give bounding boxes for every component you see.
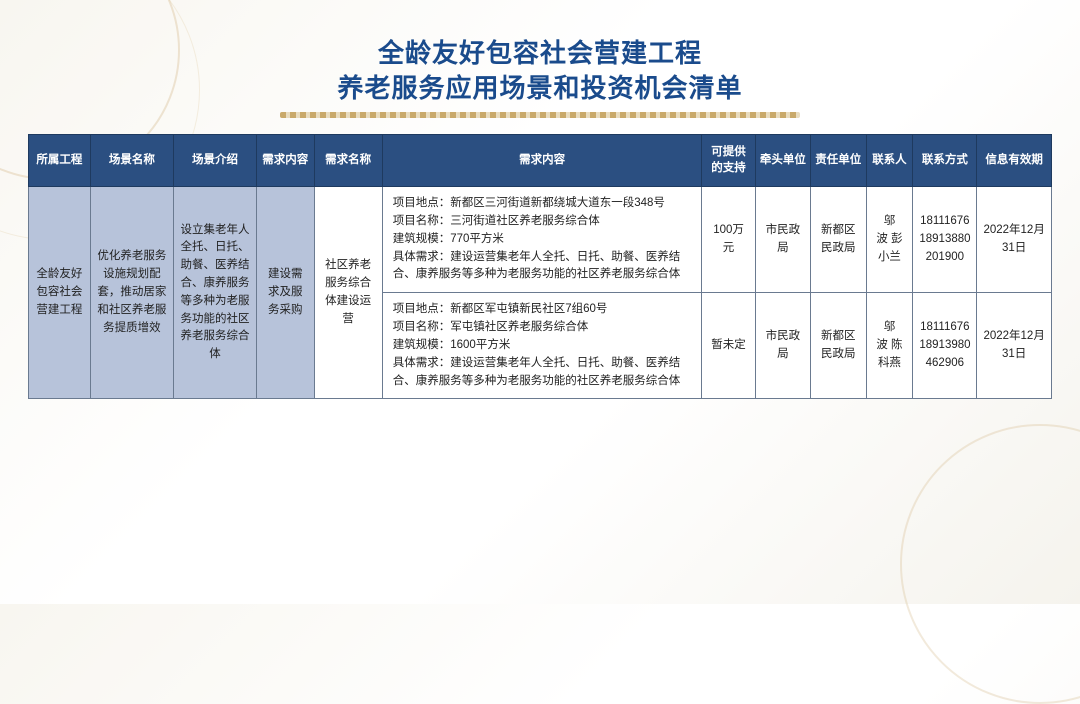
- detail-line: 具体需求：建设运营集老年人全托、日托、助餐、医养结合、康养服务等多种为老服务功能…: [393, 355, 692, 391]
- cell-lead-0: 市民政局: [755, 187, 810, 293]
- cell-detail-1: 项目地点：新都区军屯镇新民社区7组60号 项目名称：军屯镇社区养老服务综合体 建…: [382, 293, 702, 399]
- cell-resp-1: 新都区民政局: [811, 293, 866, 399]
- col-demand-short: 需求内容: [257, 135, 315, 187]
- detail-line: 建筑规模：1600平方米: [393, 337, 692, 355]
- col-contact-person: 联系人: [866, 135, 913, 187]
- col-project: 所属工程: [29, 135, 91, 187]
- col-scene-name: 场景名称: [90, 135, 173, 187]
- col-demand-name: 需求名称: [314, 135, 382, 187]
- cell-detail-0: 项目地点：新都区三河街道新都绕城大道东一段348号 项目名称：三河街道社区养老服…: [382, 187, 702, 293]
- cell-valid-0: 2022年12月31日: [977, 187, 1052, 293]
- title-line-1: 全龄友好包容社会营建工程: [0, 36, 1080, 71]
- cell-phone-1: 18111676 18913980 462906: [913, 293, 977, 399]
- title-block: 全龄友好包容社会营建工程 养老服务应用场景和投资机会清单: [0, 0, 1080, 118]
- col-scene-intro: 场景介绍: [173, 135, 256, 187]
- detail-line: 具体需求：建设运营集老年人全托、日托、助餐、医养结合、康养服务等多种为老服务功能…: [393, 249, 692, 285]
- cell-lead-1: 市民政局: [755, 293, 810, 399]
- cell-demand-short: 建设需求及服务采购: [257, 187, 315, 399]
- cell-resp-0: 新都区民政局: [811, 187, 866, 293]
- cell-support-0: 100万元: [702, 187, 755, 293]
- table-container: 所属工程 场景名称 场景介绍 需求内容 需求名称 需求内容 可提供的支持 牵头单…: [28, 134, 1052, 399]
- cell-valid-1: 2022年12月31日: [977, 293, 1052, 399]
- cell-scene-intro: 设立集老年人全托、日托、助餐、医养结合、康养服务等多种为老服务功能的社区养老服务…: [173, 187, 256, 399]
- detail-line: 项目地点：新都区军屯镇新民社区7组60号: [393, 301, 692, 319]
- table-row: 全龄友好包容社会营建工程 优化养老服务设施规划配套，推动居家和社区养老服务提质增…: [29, 187, 1052, 293]
- detail-line: 建筑规模：770平方米: [393, 231, 692, 249]
- detail-line: 项目地点：新都区三河街道新都绕城大道东一段348号: [393, 195, 692, 213]
- decor-ring-bottom-right: [900, 424, 1080, 704]
- investment-table: 所属工程 场景名称 场景介绍 需求内容 需求名称 需求内容 可提供的支持 牵头单…: [28, 134, 1052, 399]
- col-contact-phone: 联系方式: [913, 135, 977, 187]
- cell-phone-0: 18111676 18913880 201900: [913, 187, 977, 293]
- cell-scene-name: 优化养老服务设施规划配套，推动居家和社区养老服务提质增效: [90, 187, 173, 399]
- col-valid-until: 信息有效期: [977, 135, 1052, 187]
- title-line-2: 养老服务应用场景和投资机会清单: [0, 71, 1080, 106]
- detail-line: 项目名称：三河街道社区养老服务综合体: [393, 213, 692, 231]
- col-demand-detail: 需求内容: [382, 135, 702, 187]
- col-resp-unit: 责任单位: [811, 135, 866, 187]
- cell-demand-name: 社区养老服务综合体建设运营: [314, 187, 382, 399]
- col-support: 可提供的支持: [702, 135, 755, 187]
- cell-project: 全龄友好包容社会营建工程: [29, 187, 91, 399]
- table-header-row: 所属工程 场景名称 场景介绍 需求内容 需求名称 需求内容 可提供的支持 牵头单…: [29, 135, 1052, 187]
- detail-line: 项目名称：军屯镇社区养老服务综合体: [393, 319, 692, 337]
- cell-person-0: 邬 波 彭小兰: [866, 187, 913, 293]
- cell-person-1: 邬 波 陈科燕: [866, 293, 913, 399]
- col-lead-unit: 牵头单位: [755, 135, 810, 187]
- title-underline: [280, 112, 800, 118]
- cell-support-1: 暂未定: [702, 293, 755, 399]
